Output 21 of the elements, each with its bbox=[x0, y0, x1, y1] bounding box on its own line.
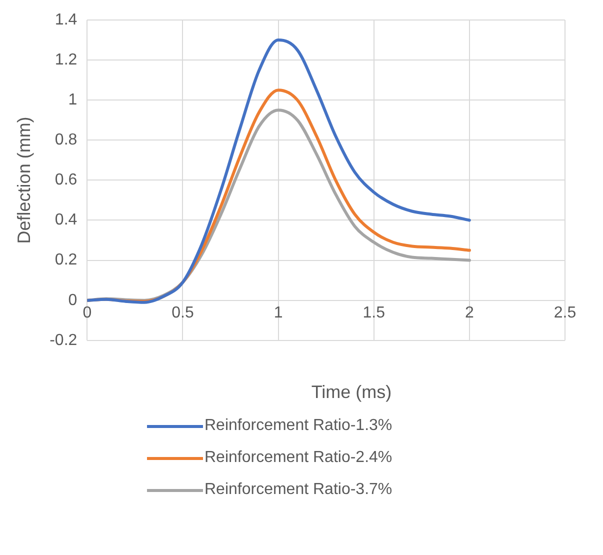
y-tick-label: 0.8 bbox=[54, 132, 78, 149]
y-axis-title: Deflection (mm) bbox=[14, 116, 34, 244]
y-tick-label: 0.6 bbox=[54, 172, 78, 189]
x-tick-label: 0.5 bbox=[172, 304, 194, 322]
legend-label: Reinforcement Ratio-1.3% bbox=[204, 417, 392, 435]
y-tick-label: -0.2 bbox=[50, 332, 78, 349]
x-tick-label: 2 bbox=[464, 304, 474, 322]
legend-label: Reinforcement Ratio-2.4% bbox=[204, 449, 392, 467]
legend-label: Reinforcement Ratio-3.7% bbox=[204, 481, 392, 499]
x-tick-label: 0 bbox=[82, 304, 92, 322]
x-tick-label: 2.5 bbox=[554, 304, 576, 322]
x-tick-label: 1.5 bbox=[362, 304, 386, 322]
x-axis-title: Time (ms) bbox=[310, 382, 393, 403]
y-tick-label: 0.2 bbox=[54, 252, 78, 269]
line-series bbox=[87, 38, 471, 304]
y-tick-label: 0.4 bbox=[54, 212, 78, 229]
y-tick-label: 1.2 bbox=[54, 51, 78, 68]
y-tick-label: 1 bbox=[68, 92, 78, 109]
x-tick-label: 1 bbox=[274, 304, 283, 322]
y-tick-label: 1.4 bbox=[54, 11, 78, 28]
y-tick-label: 0 bbox=[68, 292, 78, 309]
